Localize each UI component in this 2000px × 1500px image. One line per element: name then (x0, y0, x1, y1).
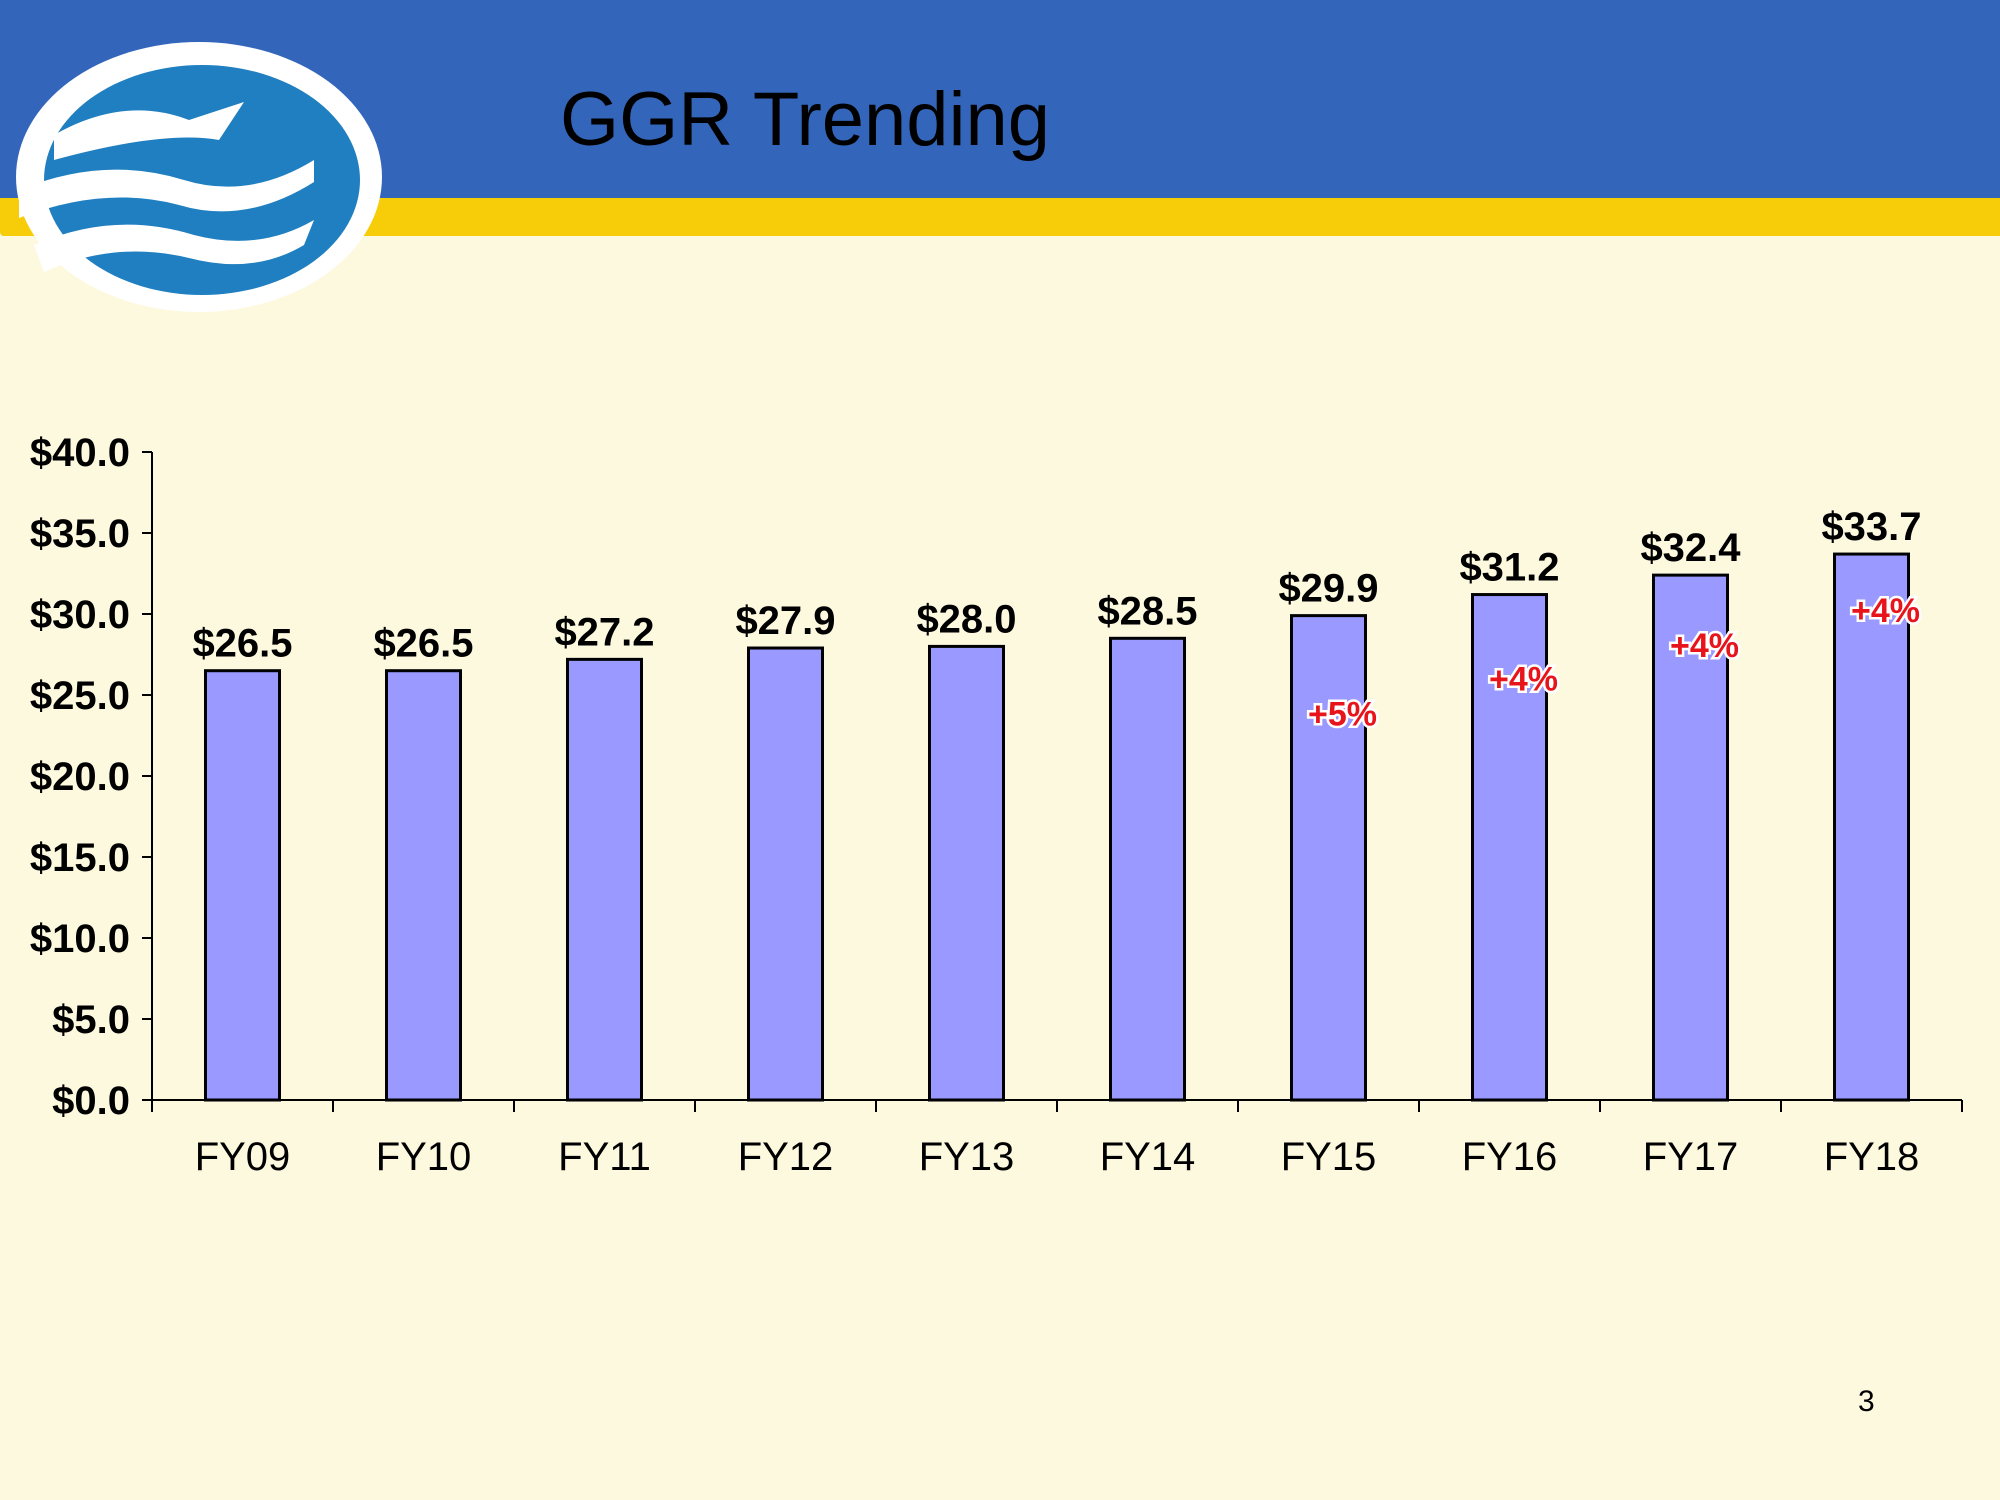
bar-fy13 (928, 644, 1005, 1102)
y-tick-label: $5.0 (52, 998, 130, 1042)
y-tick-label: $20.0 (30, 755, 130, 799)
data-label: $27.9 (735, 599, 835, 643)
eagle-wave-logo-icon (16, 42, 382, 312)
bars (204, 552, 1910, 1102)
y-axis: $0.0 $5.0 $10.0 $15.0 $20.0 $25.0 $30.0 $35.0 $4… (30, 431, 153, 1123)
data-label: $27.2 (554, 610, 654, 654)
x-category-label: FY14 (1100, 1135, 1196, 1179)
bar-chart: $0.0 $5.0 $10.0 $15.0 $20.0 $25.0 $30.0 $35.0 $4… (30, 431, 1963, 1179)
y-tick-label: $0.0 (52, 1079, 130, 1123)
x-category-label: FY11 (558, 1135, 651, 1179)
x-axis: FY09 FY10 FY11 FY12 FY13 FY14 FY15 FY16 FY17 FY18 (151, 1099, 1963, 1179)
data-label: $32.4 (1640, 526, 1741, 570)
bar-fy17 (1652, 573, 1729, 1102)
data-label: $29.9 (1278, 567, 1378, 611)
y-tick-label: $40.0 (30, 431, 130, 475)
y-tick-label: $30.0 (30, 593, 130, 637)
bar-fy18 (1833, 552, 1910, 1102)
y-tick-label: $35.0 (30, 512, 130, 556)
bar-fy11 (566, 657, 643, 1102)
x-category-label: FY12 (738, 1135, 834, 1179)
x-category-label: FY17 (1643, 1135, 1739, 1179)
bar-fy16 (1471, 593, 1548, 1102)
y-tick-label: $15.0 (30, 836, 130, 880)
data-labels: $26.5 $26.5 $27.2 $27.9 $28.0 $28.5 $29.9 $31.2… (192, 505, 1921, 666)
data-label: $26.5 (192, 622, 292, 666)
growth-annotation: +4% (1489, 661, 1558, 699)
data-label: $28.0 (916, 597, 1016, 641)
bar-fy15 (1290, 614, 1367, 1102)
data-label: $33.7 (1821, 505, 1921, 549)
x-category-label: FY13 (919, 1135, 1015, 1179)
x-category-label: FY16 (1462, 1135, 1558, 1179)
x-category-label: FY15 (1281, 1135, 1377, 1179)
x-category-label: FY18 (1824, 1135, 1920, 1179)
y-tick-label: $25.0 (30, 674, 130, 718)
bar-fy14 (1109, 636, 1186, 1102)
slide-title: GGR Trending (560, 77, 1050, 162)
bar-fy10 (385, 669, 462, 1102)
bar-fy12 (747, 646, 824, 1102)
data-label: $31.2 (1459, 546, 1559, 590)
data-label: $28.5 (1097, 589, 1197, 633)
page-number: 3 (1858, 1385, 1875, 1418)
bar-fy09 (204, 669, 281, 1102)
y-tick-label: $10.0 (30, 917, 130, 961)
growth-annotations: +5% +4% +4% +4% (1306, 590, 1923, 737)
x-category-label: FY10 (376, 1135, 472, 1179)
growth-annotation: +4% (1851, 592, 1920, 630)
growth-annotation: +4% (1670, 627, 1739, 665)
data-label: $26.5 (373, 622, 473, 666)
growth-annotation: +5% (1308, 696, 1377, 734)
x-category-label: FY09 (195, 1135, 291, 1179)
